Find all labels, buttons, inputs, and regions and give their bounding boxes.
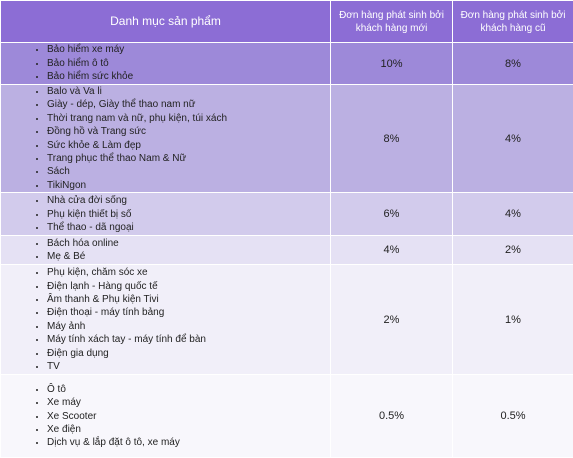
table-row: Phụ kiện, chăm sóc xeĐiện lạnh - Hàng qu… (1, 265, 573, 375)
category-item: Thời trang nam và nữ, phụ kiện, túi xách (47, 112, 330, 125)
category-item: Xe máy (47, 396, 330, 409)
category-item: Mẹ & Bé (47, 250, 330, 263)
new-customer-value: 10% (331, 43, 453, 85)
old-customer-value: 4% (453, 85, 573, 193)
old-customer-value: 0.5% (453, 375, 573, 458)
category-item: Phụ kiện, chăm sóc xe (47, 266, 330, 279)
category-item: Ô tô (47, 383, 330, 396)
category-item: Điện gia dụng (47, 347, 330, 360)
new-customer-value: 2% (331, 265, 453, 375)
category-item: Bảo hiểm ô tô (47, 57, 330, 70)
table-row: Bách hóa onlineMẹ & Bé4%2% (1, 236, 573, 265)
category-item: Bách hóa online (47, 237, 330, 250)
table-row: Balo và Va liGiày - dép, Giày thể thao n… (1, 85, 573, 193)
category-item: Máy tính xách tay - máy tính để bàn (47, 333, 330, 346)
category-list: Balo và Va liGiày - dép, Giày thể thao n… (1, 85, 330, 192)
category-cell: Balo và Va liGiày - dép, Giày thể thao n… (1, 85, 331, 193)
category-cell: Bách hóa onlineMẹ & Bé (1, 236, 331, 265)
header-row: Danh mục sản phẩm Đơn hàng phát sinh bởi… (1, 1, 573, 43)
old-customer-value: 1% (453, 265, 573, 375)
table-body: Bảo hiểm xe máyBảo hiểm ô tôBảo hiểm sức… (1, 43, 573, 458)
category-item: Điện lạnh - Hàng quốc tế (47, 280, 330, 293)
category-item: Sức khỏe & Làm đẹp (47, 139, 330, 152)
new-customer-value: 0.5% (331, 375, 453, 458)
old-customer-value: 2% (453, 236, 573, 265)
new-customer-value: 8% (331, 85, 453, 193)
category-item: Dịch vụ & lắp đặt ô tô, xe máy (47, 436, 330, 449)
category-list: Bảo hiểm xe máyBảo hiểm ô tôBảo hiểm sức… (1, 43, 330, 83)
category-item: Máy ảnh (47, 320, 330, 333)
category-list: Bách hóa onlineMẹ & Bé (1, 237, 330, 264)
category-item: Xe Scooter (47, 410, 330, 423)
category-cell: Ô tôXe máyXe ScooterXe điệnDịch vụ & lắp… (1, 375, 331, 458)
old-customer-value: 8% (453, 43, 573, 85)
category-cell: Nhà cửa đời sốngPhụ kiện thiết bị sốThể … (1, 193, 331, 236)
category-item: Phụ kiện thiết bị số (47, 208, 330, 221)
table-row: Ô tôXe máyXe ScooterXe điệnDịch vụ & lắp… (1, 375, 573, 458)
header-cell: Đơn hàng phát sinh bởi khách hàng cũ (453, 1, 573, 43)
category-item: Thể thao - dã ngoại (47, 221, 330, 234)
category-item: Giày - dép, Giày thể thao nam nữ (47, 98, 330, 111)
old-customer-value: 4% (453, 193, 573, 236)
category-cell: Phụ kiện, chăm sóc xeĐiện lạnh - Hàng qu… (1, 265, 331, 375)
category-item: Balo và Va li (47, 85, 330, 98)
category-item: Bảo hiểm xe máy (47, 43, 330, 56)
category-item: Âm thanh & Phụ kiện Tivi (47, 293, 330, 306)
new-customer-value: 4% (331, 236, 453, 265)
table-row: Bảo hiểm xe máyBảo hiểm ô tôBảo hiểm sức… (1, 43, 573, 85)
category-list: Nhà cửa đời sốngPhụ kiện thiết bị sốThể … (1, 194, 330, 234)
category-item: Bảo hiểm sức khỏe (47, 70, 330, 83)
category-list: Phụ kiện, chăm sóc xeĐiện lạnh - Hàng qu… (1, 266, 330, 373)
category-item: Trang phục thể thao Nam & Nữ (47, 152, 330, 165)
category-cell: Bảo hiểm xe máyBảo hiểm ô tôBảo hiểm sức… (1, 43, 331, 85)
category-item: Xe điện (47, 423, 330, 436)
new-customer-value: 6% (331, 193, 453, 236)
category-item: TikiNgon (47, 179, 330, 192)
category-item: TV (47, 360, 330, 373)
category-item: Đồng hồ và Trang sức (47, 125, 330, 138)
category-item: Nhà cửa đời sống (47, 194, 330, 207)
table-row: Nhà cửa đời sốngPhụ kiện thiết bị sốThể … (1, 193, 573, 236)
header-cell: Danh mục sản phẩm (1, 1, 331, 43)
header-cell: Đơn hàng phát sinh bởi khách hàng mới (331, 1, 453, 43)
category-item: Điện thoại - máy tính bảng (47, 306, 330, 319)
category-list: Ô tôXe máyXe ScooterXe điệnDịch vụ & lắp… (1, 383, 330, 450)
category-item: Sách (47, 165, 330, 178)
